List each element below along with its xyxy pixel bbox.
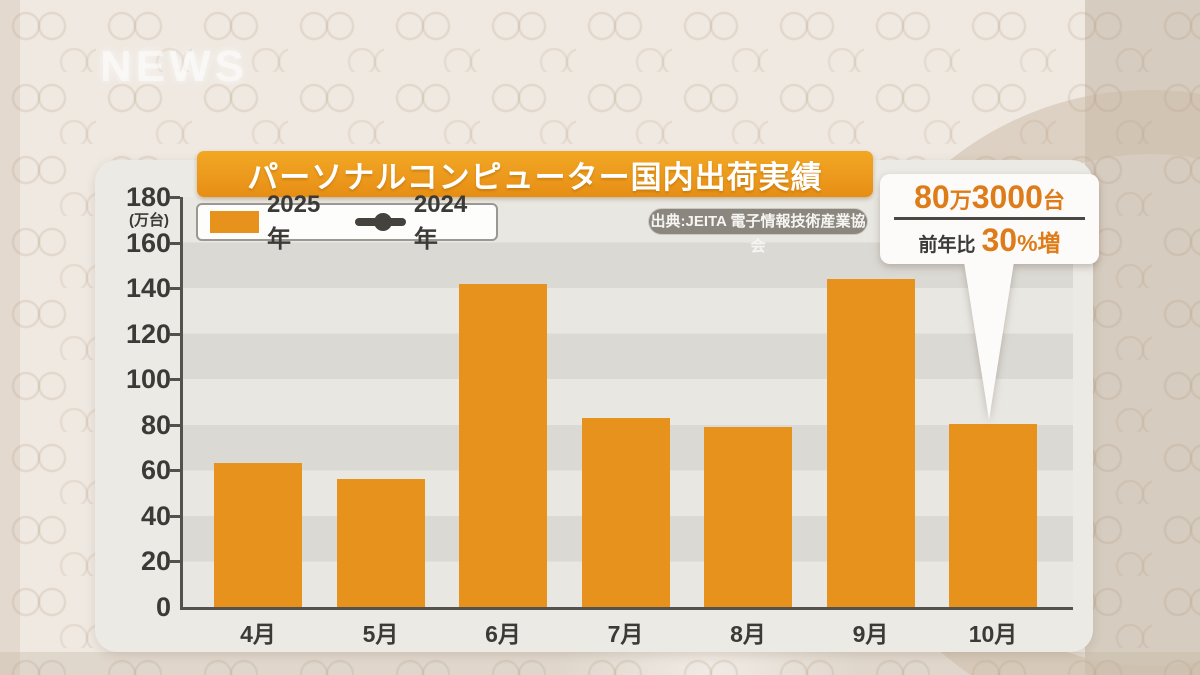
y-axis-tick [170, 287, 180, 291]
callout-bubble: 80万3000台 前年比 30%増 [880, 174, 1099, 420]
background-left-edge [0, 0, 20, 675]
x-axis-label-8月: 8月 [730, 621, 766, 647]
y-axis-label: 100 [125, 364, 171, 395]
y-axis-label: 60 [140, 455, 171, 486]
y-axis-tick [170, 469, 180, 473]
source-attribution: 出典:JEITA 電子情報技術産業協会 [648, 208, 868, 255]
bar-6月 [459, 284, 547, 607]
y-axis-tick [170, 241, 180, 245]
legend-label-2025: 2025年 [266, 190, 321, 253]
y-axis-label: 0 [155, 592, 171, 622]
bar-10月 [949, 424, 1037, 607]
x-axis-label-6月: 6月 [485, 621, 521, 647]
y-axis-tick [170, 332, 180, 336]
y-axis-tick [170, 560, 180, 564]
chart-title-banner: パーソナルコンピューター国内出荷実績 [197, 151, 873, 197]
x-axis-label-9月: 9月 [852, 621, 889, 647]
callout-box: 80万3000台 前年比 30%増 [880, 174, 1099, 264]
chart-title: パーソナルコンピューター国内出荷実績 [247, 159, 823, 195]
x-axis-label-4月: 4月 [240, 621, 276, 647]
x-axis-label-7月: 7月 [607, 621, 644, 647]
x-axis-label-10月: 10月 [968, 621, 1018, 647]
plot-area [180, 197, 1073, 610]
bar-5月 [336, 479, 425, 607]
legend: 2025年 2024年 [196, 191, 498, 253]
bar-4月 [214, 463, 302, 607]
chart-panel: 0 20 40 60 80 100 120 140 160 180 (万台) 4月 5月 6月 7月 8月 9… [95, 160, 1093, 652]
ann-news-watermark: NEWS [100, 42, 248, 91]
y-axis-label: 180 [125, 182, 171, 212]
callout-yoy-change: 前年比 30%増 [918, 222, 1061, 258]
bar-8月 [704, 427, 792, 607]
y-axis-label: 120 [125, 318, 171, 349]
y-axis-tick [170, 196, 180, 199]
legend-line-dot-icon [355, 213, 406, 231]
callout-pointer [964, 262, 1014, 420]
legend-label-2024: 2024年 [413, 190, 468, 253]
y-axis-label: 20 [140, 546, 171, 577]
bar-9月 [826, 279, 915, 607]
y-axis-tick [170, 423, 180, 427]
y-axis-label: 40 [140, 500, 171, 531]
legend-dot-icon [374, 213, 393, 231]
y-axis-label: 160 [125, 227, 171, 258]
bar-7月 [581, 418, 670, 607]
callout-yoy-label: 前年比 [918, 235, 976, 256]
y-axis-label: 140 [125, 273, 171, 304]
y-axis-unit-label: (万台) [129, 212, 169, 229]
y-axis-label: 80 [140, 409, 171, 440]
y-axis-tick [170, 378, 180, 382]
callout-shipment-value: 80万3000台 [914, 179, 1065, 215]
y-axis-tick [170, 514, 180, 518]
callout-divider [894, 217, 1085, 220]
x-axis-label-5月: 5月 [362, 621, 399, 647]
legend-bar-swatch-icon [210, 211, 259, 233]
